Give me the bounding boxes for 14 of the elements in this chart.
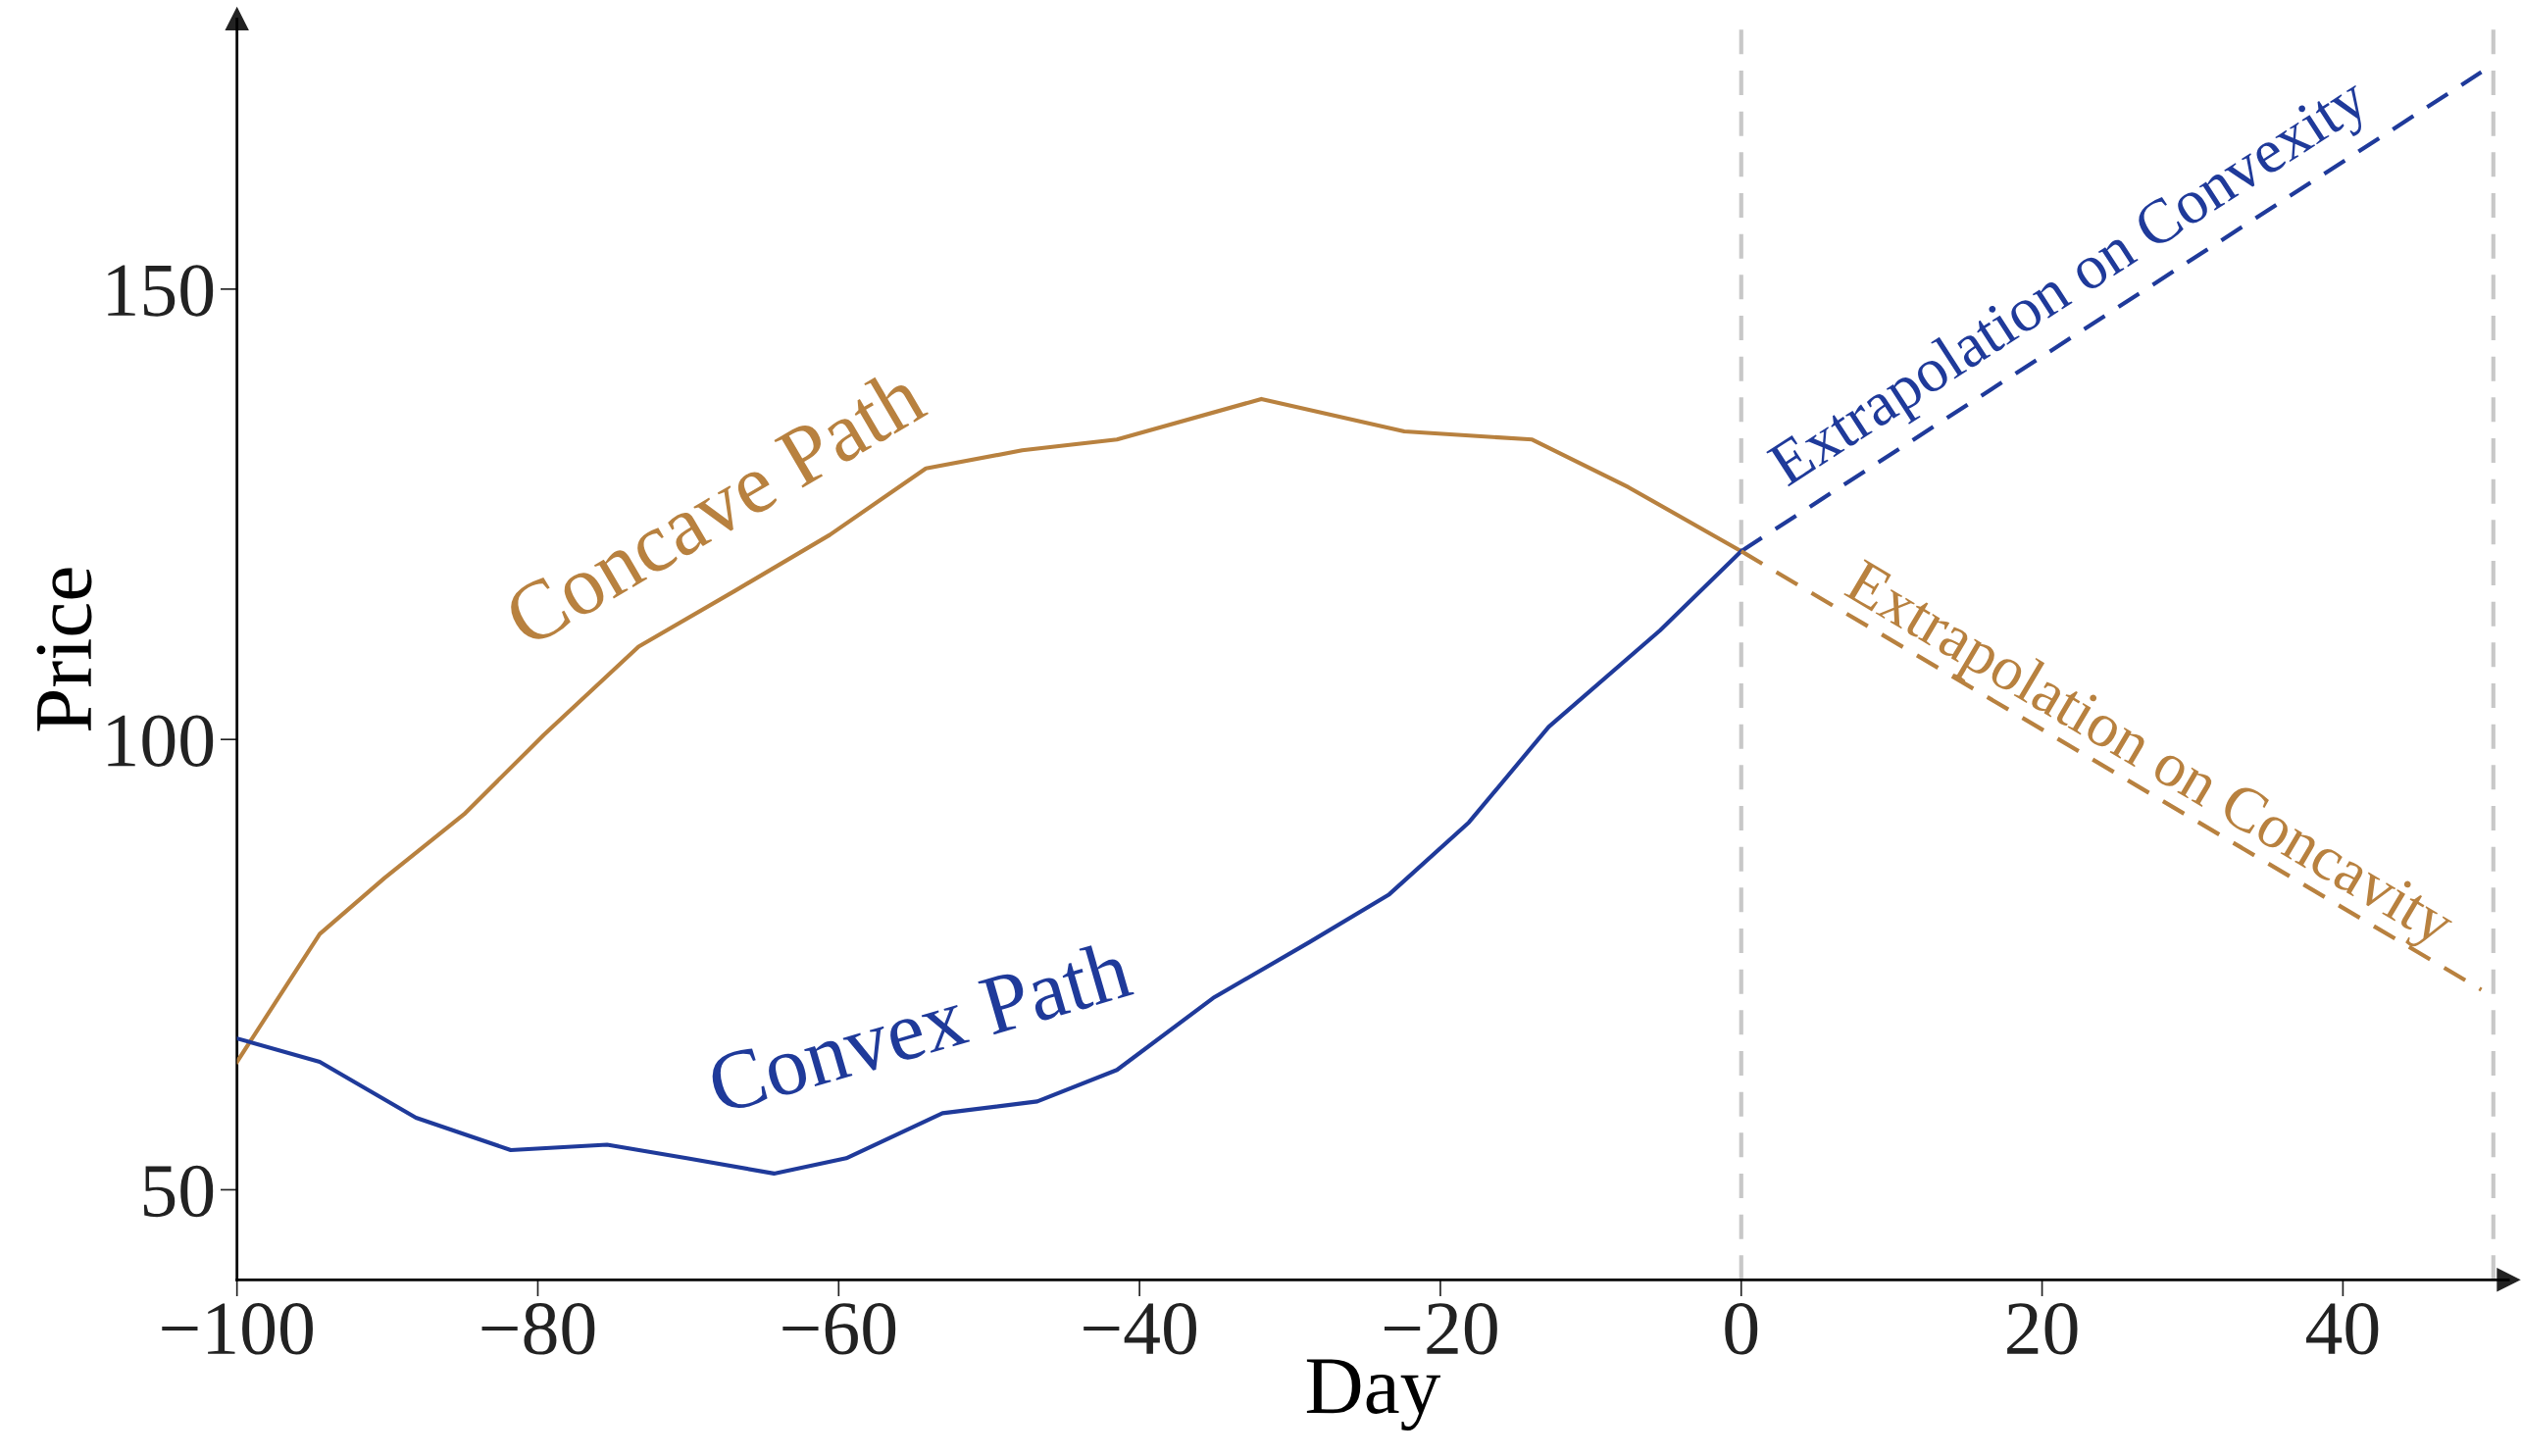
x-tick-label: −100	[162, 1303, 313, 1355]
x-tick-label: 20	[2007, 1303, 2078, 1355]
text: Convex Path	[705, 937, 1134, 1115]
x-tick-label: −60	[782, 1303, 896, 1355]
x-tick-label: −20	[1385, 1303, 1497, 1355]
x-tick-label: 0	[1725, 1303, 1758, 1355]
y-tick-label: 50	[143, 1165, 214, 1218]
y-tick-label: 100	[108, 715, 214, 767]
x-tick-label: −80	[481, 1303, 595, 1355]
y-tick-label: 150	[108, 265, 214, 317]
y-axis-title: Price	[36, 568, 92, 731]
x-tick-label: 40	[2306, 1303, 2379, 1355]
x-tick-label: −40	[1084, 1303, 1196, 1355]
x-axis-title: Day	[1306, 1359, 1440, 1431]
